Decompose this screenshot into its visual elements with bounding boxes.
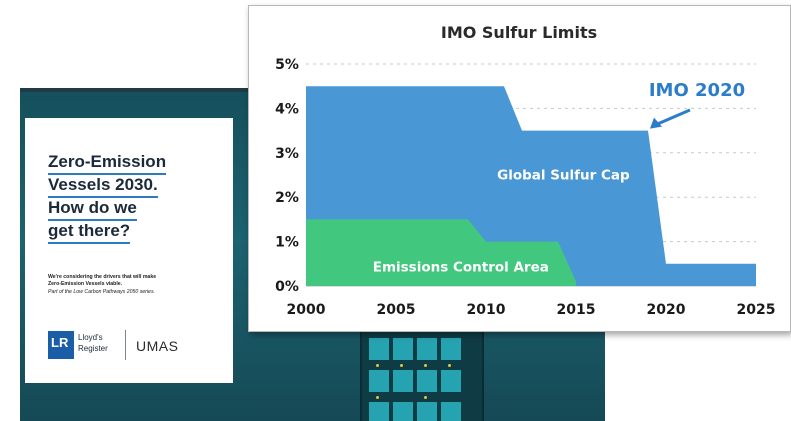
brochure-title-line-3: How do we [48,198,137,221]
imo-2020-annotation: IMO 2020 [649,80,745,101]
annotation-arrow-head-icon [650,117,662,129]
emissions-control-area-area [306,219,576,286]
chart-title: IMO Sulfur Limits [441,23,597,42]
lr-word-2: Register [78,344,108,353]
y-tick-label: 2% [275,190,299,206]
lr-logo-mark: LR [51,335,69,350]
brochure-subtitle-2: Zero-Emission Vessels viable. [48,281,123,287]
x-tick-label: 2010 [467,302,506,318]
x-tick-label: 2015 [557,302,596,318]
chart-card: IMO Sulfur Limits 0% 1% 2% 3% 4% 5% 2000 2005 20… [248,5,791,332]
annotation-arrow-shaft [655,108,691,126]
logo-divider [125,330,126,360]
brochure-title-line-4: get there? [48,221,131,244]
brochure-subtitle-1: We're considering the drivers that will … [48,274,157,280]
y-tick-label: 4% [275,101,299,117]
y-tick-label: 3% [275,146,299,162]
brochure-title-line-1: Zero-Emission [48,152,167,175]
y-tick-label: 1% [275,235,299,251]
lloyds-register-logo: LR [48,331,74,359]
brochure-subtitle-3: Part of the Low Carbon Pathways 2050 ser… [48,289,155,295]
brochure-title-line-2: Vessels 2030. [48,175,158,198]
container-ship-image [360,327,484,421]
global-sulfur-cap-label: Global Sulfur Cap [497,167,630,183]
sulfur-limits-chart: IMO Sulfur Limits 0% 1% 2% 3% 4% 5% 2000 2005 20… [275,23,776,318]
x-tick-label: 2025 [737,302,776,318]
x-tick-label: 2000 [287,302,326,318]
brochure-cover: Zero-Emission Vessels 2030. How do we ge… [25,118,233,383]
x-tick-label: 2005 [377,302,416,318]
umas-logo: UMAS [136,338,179,354]
y-tick-label: 0% [275,279,299,295]
y-tick-label: 5% [275,57,299,73]
lr-word-1: Lloyd's [78,333,103,342]
emissions-control-area-label: Emissions Control Area [373,259,549,275]
x-tick-label: 2020 [647,302,686,318]
